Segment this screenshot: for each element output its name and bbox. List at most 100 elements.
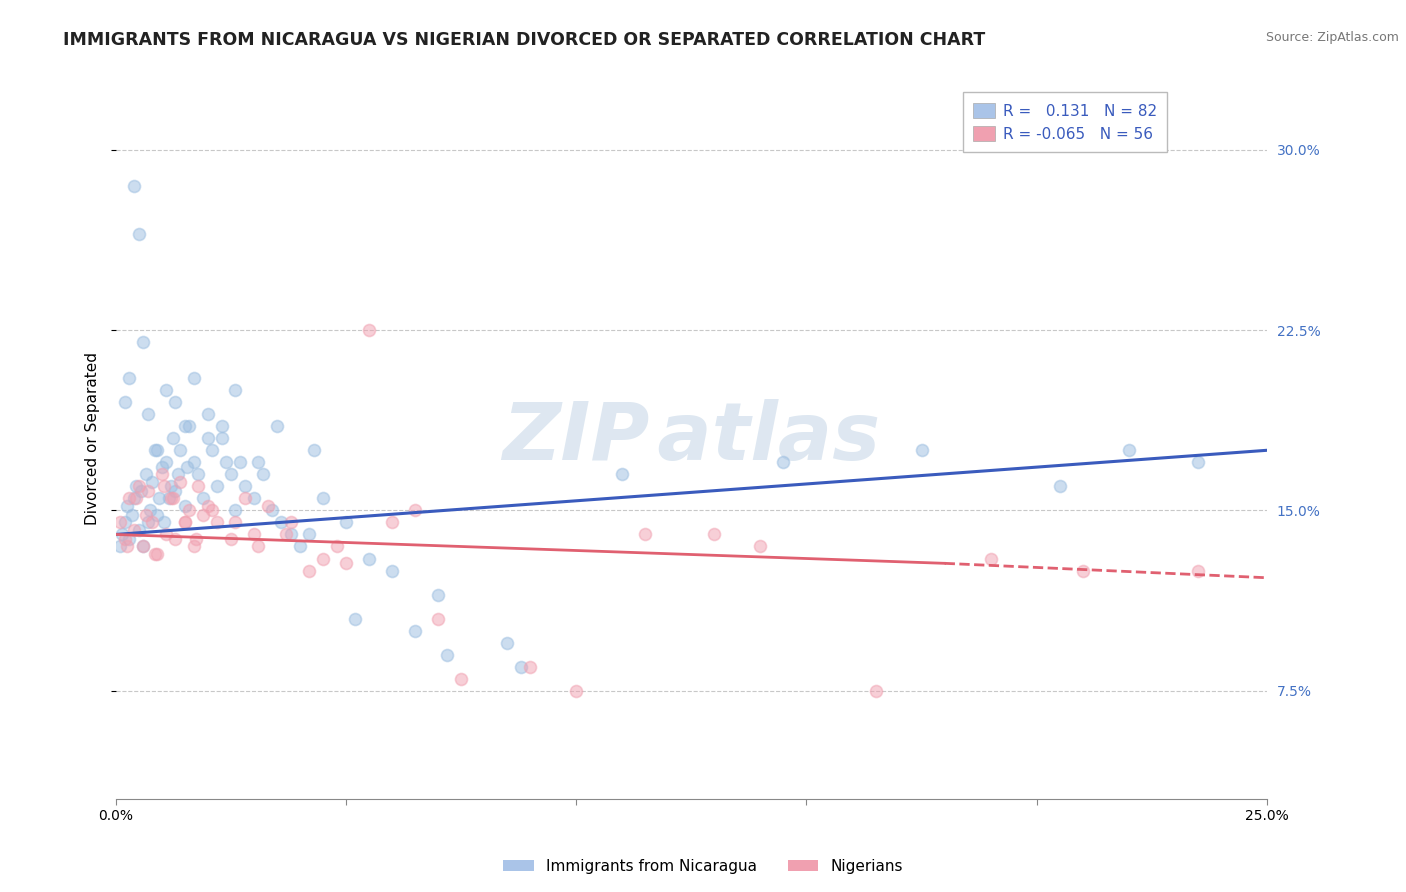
Point [1187,455,1209,469]
Point [165,484,187,499]
Point [703,527,725,541]
Point [134,508,156,523]
Point [427,612,450,626]
Point [115,540,138,554]
Point [179,419,201,434]
Point [136,407,159,421]
Point [1187,564,1209,578]
Point [173,419,195,434]
Point [270,516,292,530]
Point [211,431,233,445]
Point [509,659,531,673]
Point [197,499,219,513]
Point [186,533,208,547]
Point [191,508,214,523]
Point [404,624,426,638]
Point [381,516,404,530]
Point [1071,564,1094,578]
Point [280,527,302,541]
Point [404,503,426,517]
Point [381,564,404,578]
Point [139,503,162,517]
Point [111,527,134,541]
Point [160,491,183,506]
Point [634,527,657,541]
Point [247,540,270,554]
Point [166,467,188,482]
Point [247,455,270,469]
Point [183,455,205,469]
Point [169,475,191,489]
Point [252,467,274,482]
Point [325,540,347,554]
Point [772,455,794,469]
Text: IMMIGRANTS FROM NICARAGUA VS NIGERIAN DIVORCED OR SEPARATED CORRELATION CHART: IMMIGRANTS FROM NICARAGUA VS NIGERIAN DI… [63,31,986,49]
Point [134,467,156,482]
Point [335,516,357,530]
Point [141,516,163,530]
Point [357,551,380,566]
Point [115,499,138,513]
Point [436,648,458,662]
Y-axis label: Divorced or Separated: Divorced or Separated [86,351,100,524]
Point [118,491,141,506]
Point [201,503,224,517]
Point [302,443,325,458]
Point [136,484,159,499]
Point [229,455,252,469]
Point [114,533,136,547]
Point [197,407,219,421]
Point [519,659,541,673]
Point [215,455,238,469]
Point [162,491,184,506]
Point [205,479,228,493]
Point [288,540,311,554]
Point [169,443,191,458]
Point [150,467,173,482]
Point [157,491,180,506]
Point [191,491,214,506]
Point [183,540,205,554]
Point [357,323,380,337]
Point [187,479,209,493]
Point [125,491,148,506]
Text: ZIP atlas: ZIP atlas [502,400,880,477]
Point [148,491,170,506]
Point [146,443,169,458]
Point [298,527,321,541]
Point [197,431,219,445]
Point [242,527,264,541]
Point [312,551,335,566]
Point [155,527,177,541]
Point [122,523,145,537]
Point [224,383,246,397]
Point [108,516,131,530]
Point [496,636,519,650]
Point [155,383,177,397]
Point [749,540,772,554]
Point [1118,443,1140,458]
Point [141,475,163,489]
Point [132,540,155,554]
Point [274,527,297,541]
Point [162,431,184,445]
Point [233,479,256,493]
Point [173,516,195,530]
Point [160,479,183,493]
Point [173,516,195,530]
Point [128,227,150,241]
Point [122,491,145,506]
Point [911,443,934,458]
Point [132,540,155,554]
Point [1049,479,1071,493]
Point [211,419,233,434]
Legend: Immigrants from Nicaragua, Nigerians: Immigrants from Nicaragua, Nigerians [498,853,908,880]
Legend: R =   0.131   N = 82, R = -0.065   N = 56: R = 0.131 N = 82, R = -0.065 N = 56 [963,92,1167,153]
Point [125,479,148,493]
Point [118,533,141,547]
Point [865,683,887,698]
Point [565,683,588,698]
Point [136,516,159,530]
Point [224,516,246,530]
Point [335,557,357,571]
